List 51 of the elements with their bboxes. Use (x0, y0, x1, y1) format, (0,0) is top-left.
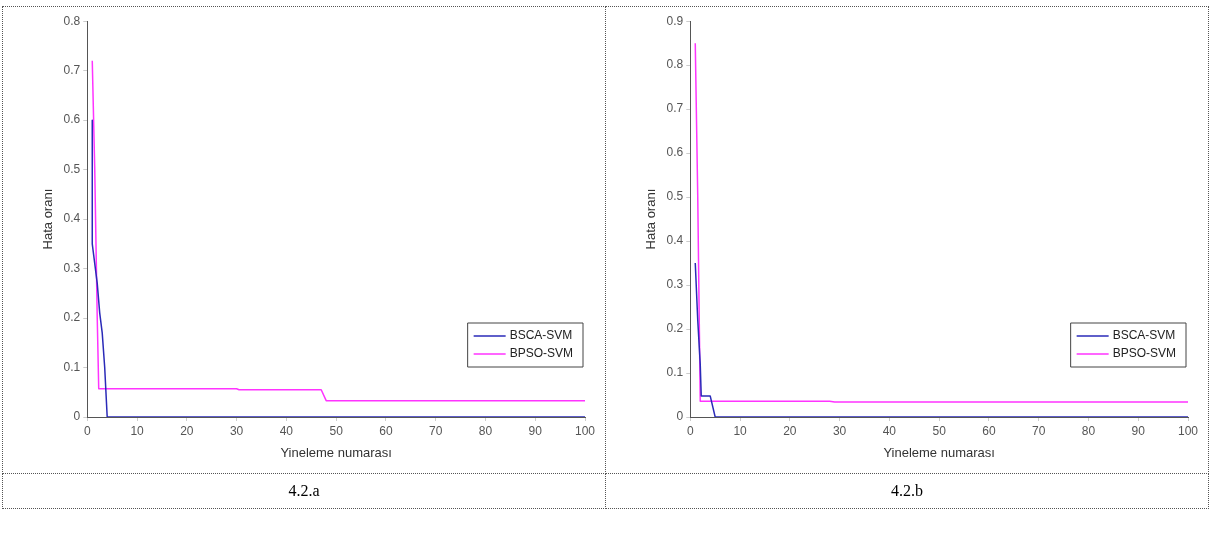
x-tick-label: 40 (882, 423, 897, 438)
x-tick-label: 50 (329, 423, 344, 438)
x-tick-label: 30 (229, 423, 244, 438)
x-tick-label: 100 (574, 423, 596, 438)
y-tick-label: 0.5 (63, 161, 81, 176)
y-tick-label: 0.1 (666, 365, 684, 380)
y-tick-label: 0.6 (63, 112, 81, 127)
y-tick-label: 0.3 (666, 277, 684, 292)
y-tick-label: 0.1 (63, 359, 81, 374)
x-tick-label: 100 (1177, 423, 1199, 438)
x-tick-label: 20 (783, 423, 797, 438)
y-tick-label: 0.4 (666, 233, 684, 248)
x-tick-label: 80 (1081, 423, 1096, 438)
legend-label: BSCA-SVM (509, 328, 573, 343)
y-tick-label: 0.2 (63, 310, 81, 325)
y-tick-label: 0.6 (666, 145, 684, 160)
x-tick-label: 20 (180, 423, 194, 438)
y-tick-label: 0 (676, 409, 684, 424)
legend-label: BPSO-SVM (509, 346, 574, 361)
x-tick-label: 60 (379, 423, 393, 438)
text: 4.2.a (2, 473, 606, 509)
y-tick-label: 0 (73, 409, 81, 424)
y-axis-title: Hata oranı (40, 188, 56, 250)
y-tick-label: 0.8 (666, 57, 684, 72)
x-tick-label: 70 (429, 423, 443, 438)
y-tick-label: 0.9 (666, 13, 684, 28)
y-tick-label: 0.4 (63, 211, 81, 226)
x-tick-label: 0 (83, 423, 91, 438)
x-tick-label: 60 (982, 423, 996, 438)
x-axis-title: Yineleme numarası (883, 444, 995, 460)
y-tick-label: 0.3 (63, 260, 81, 275)
text: 4.2.b (605, 473, 1209, 509)
y-tick-label: 0.8 (63, 13, 81, 28)
x-tick-label: 10 (733, 423, 748, 438)
x-tick-label: 80 (478, 423, 493, 438)
y-axis-title: Hata oranı (643, 188, 659, 250)
x-tick-label: 90 (528, 423, 543, 438)
x-tick-label: 0 (686, 423, 694, 438)
x-tick-label: 40 (279, 423, 294, 438)
y-tick-label: 0.7 (63, 62, 81, 77)
y-tick-label: 0.2 (666, 321, 684, 336)
x-tick-label: 90 (1131, 423, 1146, 438)
x-axis-title: Yineleme numarası (280, 444, 392, 460)
x-tick-label: 50 (932, 423, 947, 438)
legend-label: BPSO-SVM (1112, 346, 1177, 361)
x-tick-label: 70 (1032, 423, 1046, 438)
x-tick-label: 30 (832, 423, 847, 438)
legend-label: BSCA-SVM (1112, 328, 1176, 343)
x-tick-label: 10 (130, 423, 145, 438)
y-tick-label: 0.5 (666, 189, 684, 204)
y-tick-label: 0.7 (666, 101, 684, 116)
